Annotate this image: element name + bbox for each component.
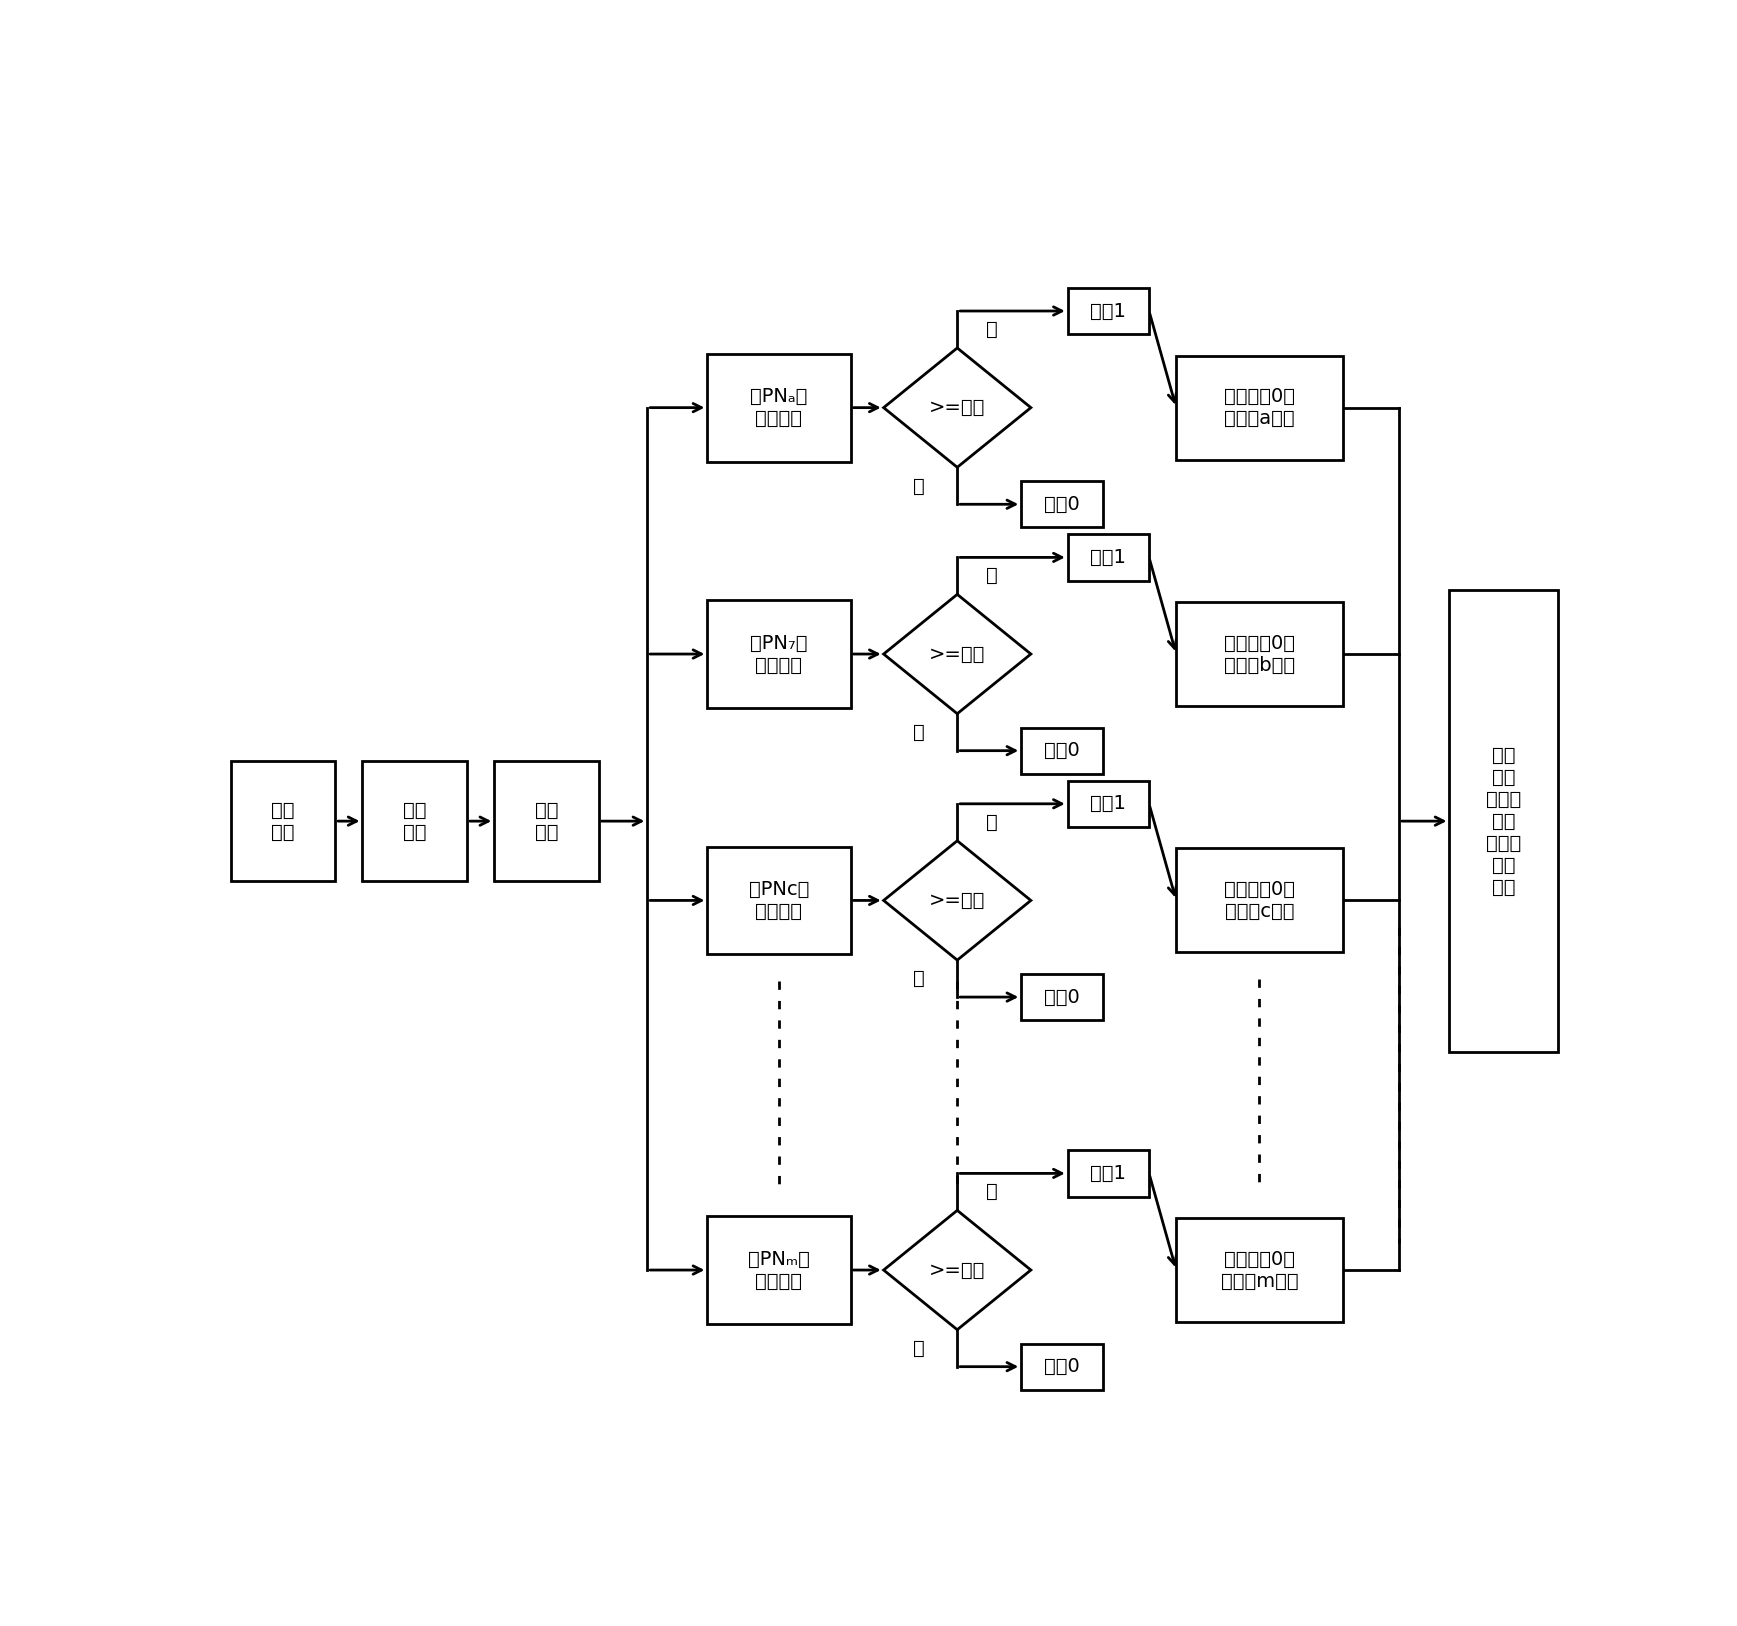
Bar bbox=[1021, 727, 1103, 774]
Text: 与PNᴄ做
相关运算: 与PNᴄ做 相关运算 bbox=[749, 880, 809, 920]
Text: >=阈値: >=阈値 bbox=[929, 398, 985, 418]
Text: 否: 否 bbox=[912, 969, 924, 989]
Bar bbox=[495, 761, 599, 881]
Bar bbox=[1176, 1218, 1343, 1322]
Bar bbox=[707, 600, 851, 707]
Text: 是: 是 bbox=[987, 1182, 999, 1202]
Text: 导频
检测: 导频 检测 bbox=[535, 800, 558, 842]
Text: 判为1: 判为1 bbox=[1091, 548, 1126, 567]
Bar bbox=[1021, 974, 1103, 1020]
Bar bbox=[1176, 849, 1343, 953]
Text: 接收
信号: 接收 信号 bbox=[271, 800, 295, 842]
Bar bbox=[1068, 1150, 1150, 1197]
Bar bbox=[707, 354, 851, 462]
Text: 否: 否 bbox=[912, 724, 924, 741]
Text: 是: 是 bbox=[987, 566, 999, 585]
Text: 否: 否 bbox=[912, 476, 924, 496]
Bar bbox=[707, 847, 851, 954]
Text: 判为1: 判为1 bbox=[1091, 301, 1126, 320]
Polygon shape bbox=[884, 595, 1030, 714]
Text: 是: 是 bbox=[987, 320, 999, 338]
Text: >=阈値: >=阈値 bbox=[929, 644, 985, 663]
Text: >=阈値: >=阈値 bbox=[929, 1260, 985, 1280]
Text: 判为1: 判为1 bbox=[1091, 1164, 1126, 1182]
Bar bbox=[1068, 288, 1150, 333]
Bar bbox=[1021, 1343, 1103, 1390]
Bar bbox=[1176, 356, 1343, 460]
Text: 否: 否 bbox=[912, 1338, 924, 1358]
Text: 是: 是 bbox=[987, 813, 999, 831]
Text: 与PN₇做
相关运算: 与PN₇做 相关运算 bbox=[750, 634, 808, 675]
Text: 判为0: 判为0 bbox=[1044, 1358, 1080, 1376]
Text: 判为0: 判为0 bbox=[1044, 741, 1080, 761]
Bar bbox=[1068, 780, 1150, 828]
Bar bbox=[1449, 590, 1558, 1052]
Bar bbox=[363, 761, 467, 881]
Bar bbox=[707, 1216, 851, 1324]
Text: 信息非全0则
为用户c信息: 信息非全0则 为用户c信息 bbox=[1225, 880, 1296, 920]
Text: 判为1: 判为1 bbox=[1091, 795, 1126, 813]
Text: 信息非全0则
为用户a信息: 信息非全0则 为用户a信息 bbox=[1225, 387, 1296, 428]
Text: 判为0: 判为0 bbox=[1044, 987, 1080, 1006]
Bar bbox=[1068, 535, 1150, 580]
Text: 准确
判断
出发送
用户
并正确
接收
数据: 准确 判断 出发送 用户 并正确 接收 数据 bbox=[1485, 746, 1522, 896]
Text: 判为0: 判为0 bbox=[1044, 494, 1080, 514]
Text: >=阈値: >=阈値 bbox=[929, 891, 985, 911]
Text: 与PNₐ做
相关运算: 与PNₐ做 相关运算 bbox=[750, 387, 808, 428]
Text: 与PNₘ做
相关运算: 与PNₘ做 相关运算 bbox=[749, 1249, 809, 1291]
Bar bbox=[231, 761, 335, 881]
Bar bbox=[1021, 481, 1103, 527]
Text: 信息非全0则
为用户b信息: 信息非全0则 为用户b信息 bbox=[1225, 634, 1296, 675]
Text: 信息非全0则
为用户m信息: 信息非全0则 为用户m信息 bbox=[1221, 1249, 1298, 1291]
Polygon shape bbox=[884, 841, 1030, 959]
Polygon shape bbox=[884, 348, 1030, 467]
Text: 光电
转换: 光电 转换 bbox=[403, 800, 427, 842]
Polygon shape bbox=[884, 1210, 1030, 1330]
Bar bbox=[1176, 602, 1343, 706]
